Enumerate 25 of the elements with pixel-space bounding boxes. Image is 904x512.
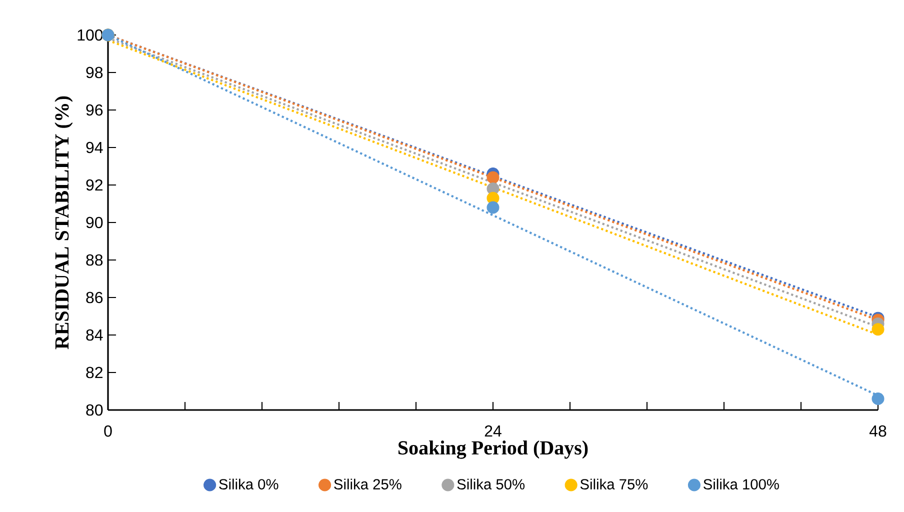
point [872, 323, 884, 336]
y-tick-label: 86 [86, 292, 103, 304]
y-tick-label: 94 [86, 142, 103, 154]
y-tick-label: 80 [86, 404, 103, 416]
point [486, 201, 500, 214]
legend-label: Silika 25% [334, 478, 402, 490]
legend-label: Silika 100% [704, 478, 779, 490]
point [486, 171, 500, 184]
y-tick-label: 96 [86, 104, 103, 116]
point [872, 392, 884, 406]
y-tick-label: 98 [86, 66, 103, 78]
y-tick-label: 100 [78, 29, 103, 41]
x-axis-title: Soaking Period (Days) [398, 440, 588, 459]
y-tick-label: 92 [86, 179, 102, 191]
legend-label: Silika 75% [580, 478, 648, 490]
legend-label: Silika 0% [219, 478, 278, 490]
y-axis-title: RESIDUAL STABILITY (%) [54, 96, 73, 350]
y-tick-label: 88 [86, 254, 103, 266]
x-tick-label: 48 [869, 425, 886, 437]
x-tick-label: 0 [104, 425, 112, 437]
legend-label: Silika 50% [457, 478, 525, 490]
y-tick-label: 82 [86, 366, 102, 378]
x-tick-label: 24 [484, 425, 502, 437]
y-tick-label: 84 [86, 329, 103, 341]
y-tick-label: 90 [86, 216, 103, 228]
